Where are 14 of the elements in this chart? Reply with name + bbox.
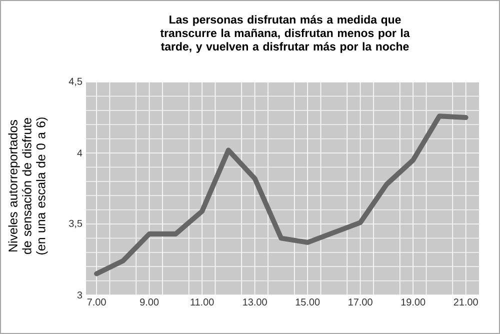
y-tick-label: 3,5 [69,220,82,228]
x-tick-label: 7.00 [87,298,106,306]
x-tick-label: 19.00 [401,298,426,306]
x-tick-label: 11.00 [190,298,214,306]
x-tick-label: 21.00 [454,298,478,306]
chart-title: Las personas disfrutan más a medida que transcurre la mañana, disfrutan menos por la tarde, y vuelven a disfrutar más por la noche [160,15,410,53]
x-tick-label: 9.00 [140,298,159,306]
y-tick-label: 4 [77,150,82,156]
y-tick-label: 4,5 [68,78,82,86]
y-axis-title: Niveles autorreportados de sensación de disfrute (en una escala de 0 a 6) [8,118,48,254]
x-tick-label: 15.00 [296,298,320,306]
x-tick-label: 13.00 [243,298,267,306]
y-tick-label: 3 [77,291,82,299]
x-tick-label: 17.00 [348,298,372,306]
